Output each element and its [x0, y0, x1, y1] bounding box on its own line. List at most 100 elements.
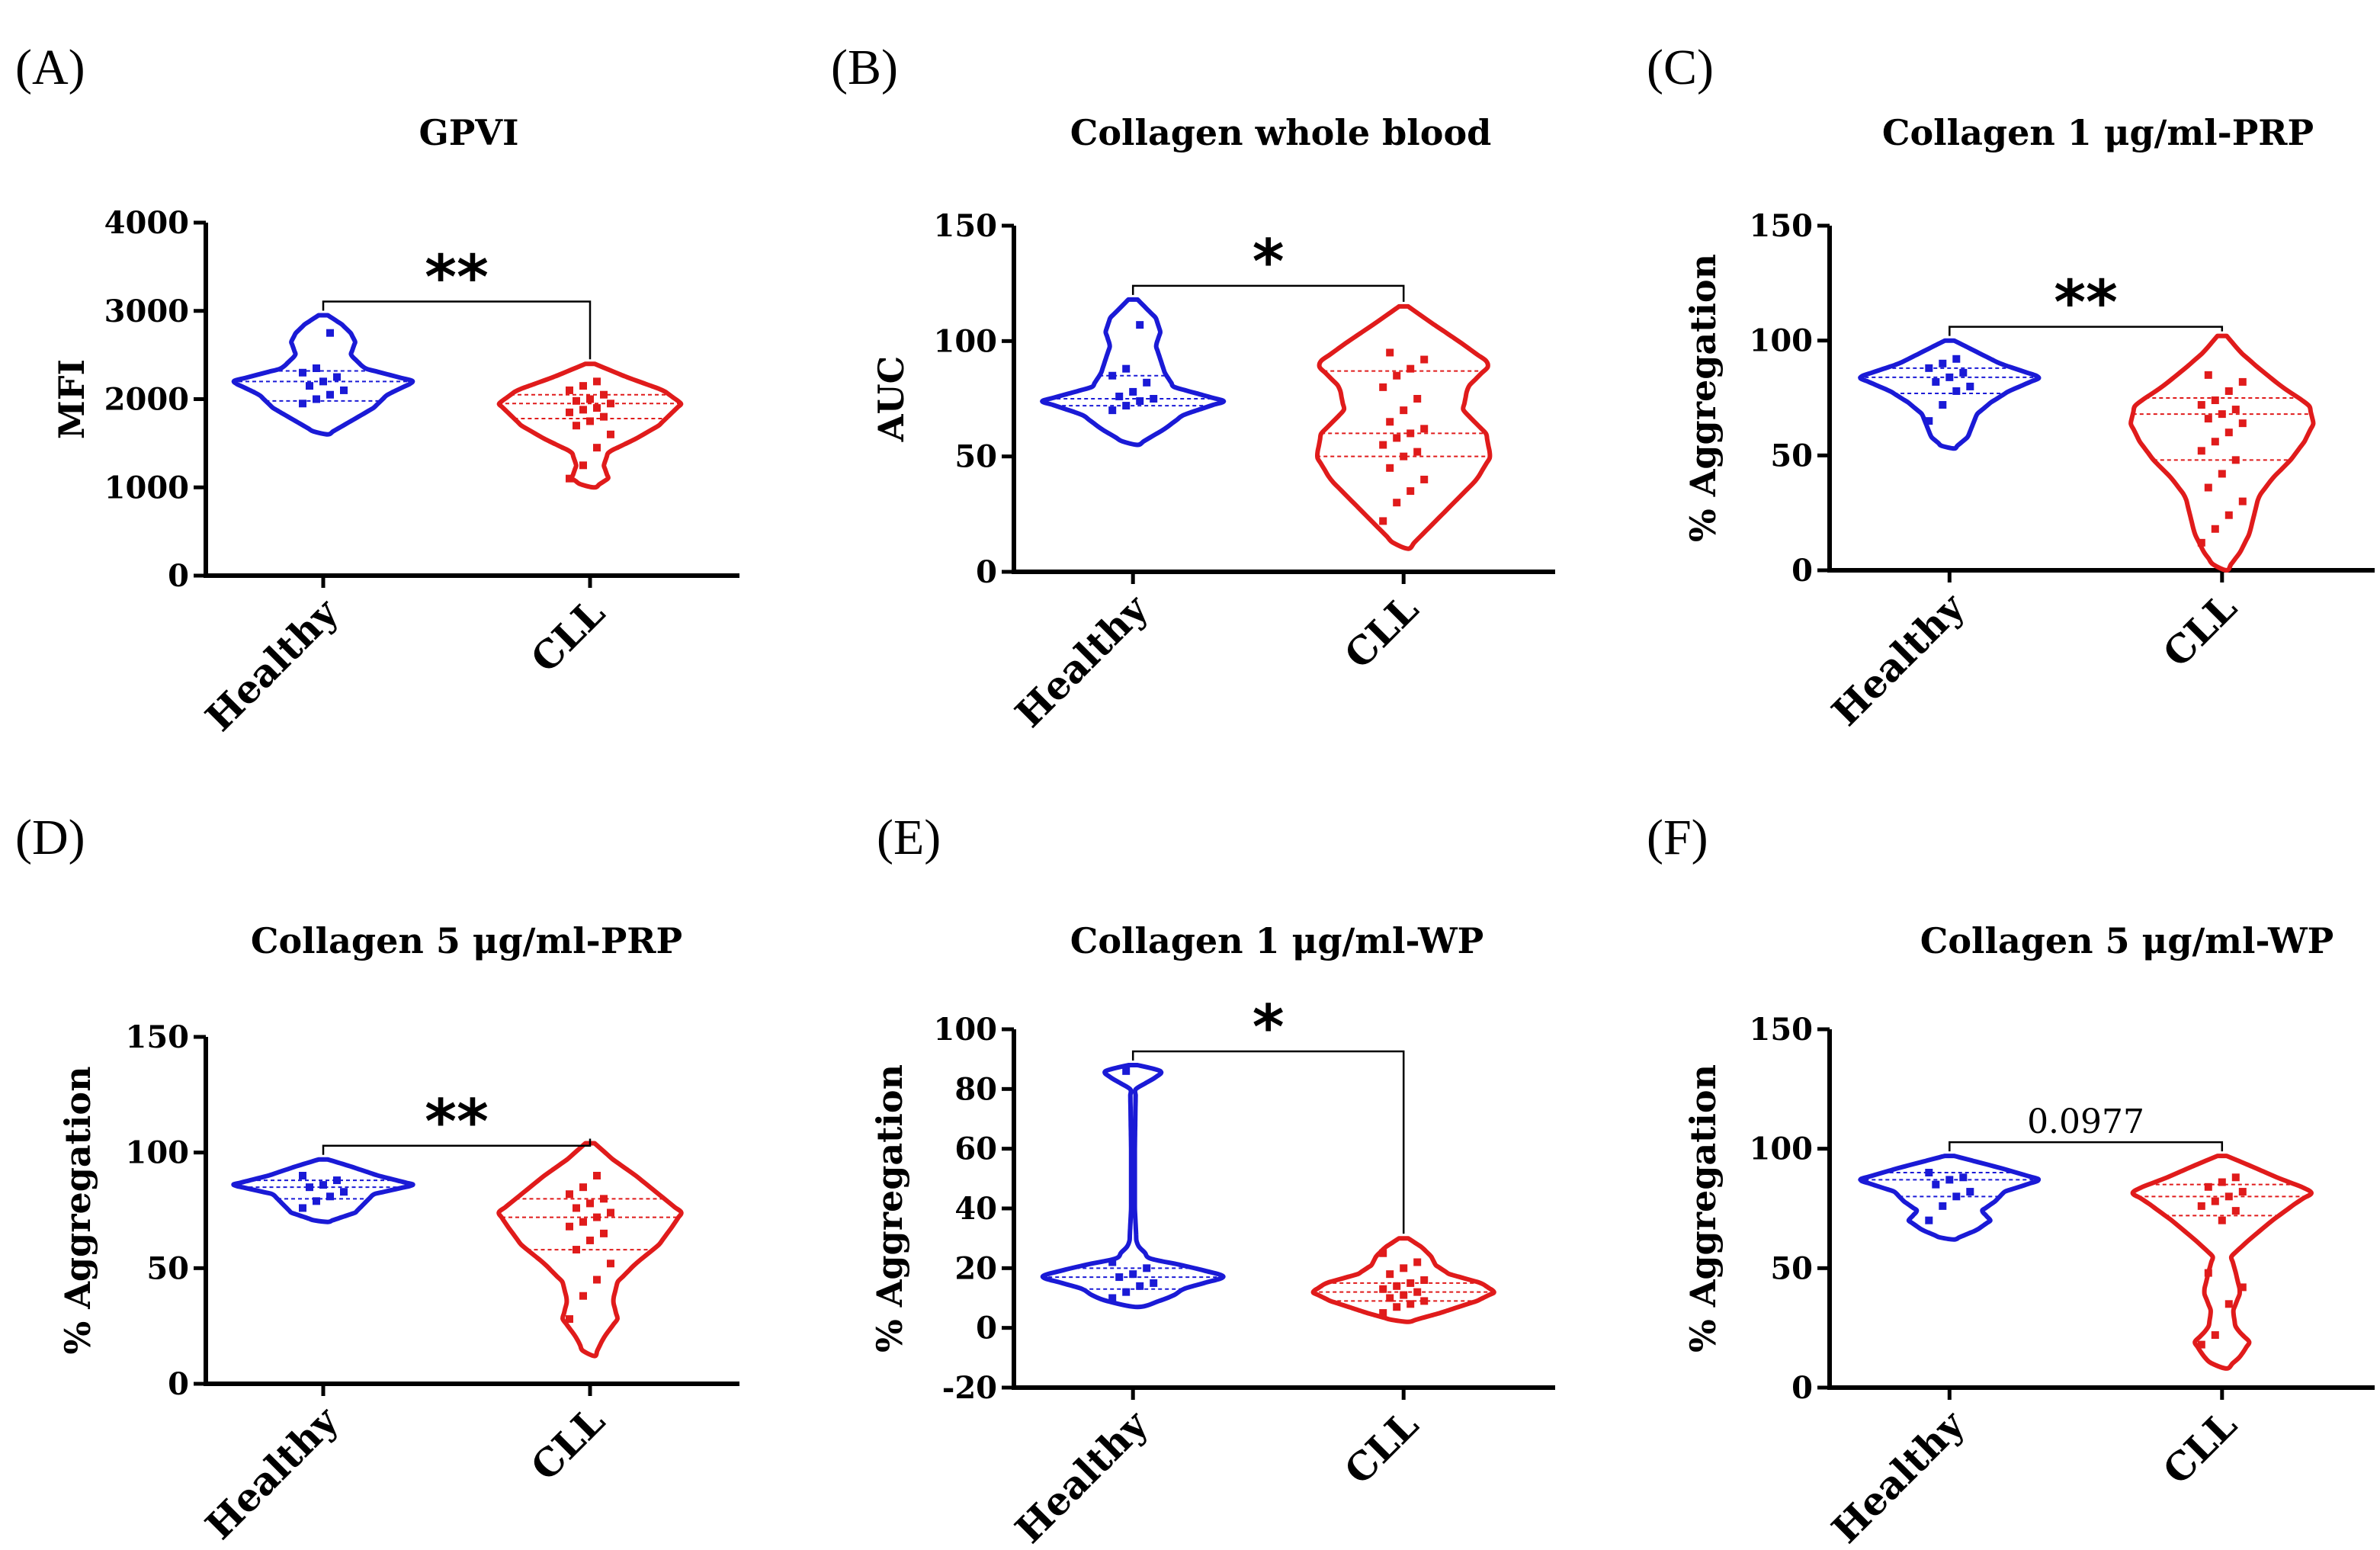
data-point	[340, 386, 348, 394]
data-point	[1143, 378, 1151, 387]
data-point	[566, 1222, 573, 1231]
panel-d: (D) Collagen 5 μg/ml-PRP 0 50 100 150 % Aggreg…	[15, 810, 739, 1548]
y-tick-label: 100	[934, 1012, 998, 1048]
data-point	[313, 364, 320, 372]
data-point	[2197, 538, 2205, 547]
data-point	[1115, 392, 1124, 400]
violin-healthy	[1040, 297, 1227, 448]
y-tick-label: 20	[954, 1250, 997, 1286]
data-point	[313, 395, 320, 403]
data-point	[1413, 1288, 1422, 1296]
significance-label: **	[425, 1086, 489, 1157]
data-point	[579, 382, 587, 390]
panel-letter: (E)	[877, 810, 941, 865]
data-point	[573, 1246, 580, 1254]
y-tick-label: 150	[934, 208, 998, 244]
y-tick-label: 100	[126, 1135, 190, 1171]
data-point	[1925, 417, 1933, 425]
data-point	[2197, 1340, 2205, 1349]
data-point	[566, 1315, 573, 1324]
data-point	[1945, 1176, 1954, 1184]
data-point	[1413, 448, 1422, 456]
violin-outline	[2128, 333, 2316, 573]
data-point	[1407, 1300, 1415, 1308]
data-point	[1939, 1202, 1947, 1210]
x-tick-label: Healthy	[197, 589, 348, 740]
data-point	[340, 1188, 348, 1196]
y-axis-label: MFI	[51, 359, 92, 439]
violin-cll	[1314, 303, 1493, 551]
y-tick-label: 50	[954, 439, 997, 475]
data-point	[1420, 1297, 1429, 1305]
data-point	[1932, 1180, 1940, 1189]
data-point	[1386, 418, 1394, 426]
data-point	[1136, 321, 1144, 329]
data-point	[1420, 355, 1429, 364]
violin-outline	[1040, 297, 1227, 448]
violin-outline	[496, 361, 684, 490]
significance-bracket: *	[1131, 226, 1405, 302]
significance-label: *	[1253, 992, 1285, 1063]
violin-cll	[2128, 333, 2316, 573]
data-point	[2218, 1178, 2226, 1186]
data-point	[1393, 1282, 1401, 1290]
bracket-line	[1131, 284, 1405, 302]
panel-letter: (A)	[15, 40, 85, 95]
y-tick-label: 0	[1791, 1370, 1813, 1406]
y-axis-label: % Aggregation	[869, 1064, 910, 1353]
data-point	[2224, 428, 2233, 437]
violin-cll	[496, 361, 684, 490]
data-point	[1379, 441, 1387, 449]
data-point	[1122, 1288, 1131, 1296]
data-point	[1945, 373, 1954, 381]
panel-a: (A) GPVI 0 1000 2000 3000 4000 MFI Healthy CLL **	[15, 40, 739, 740]
violin-outline	[1040, 1063, 1226, 1310]
violin-outline	[1314, 303, 1493, 551]
violin-cll	[496, 1141, 684, 1359]
chart-title: Collagen 5 μg/ml-WP	[1920, 920, 2334, 961]
data-point	[2211, 1197, 2219, 1205]
y-tick-label: 150	[126, 1019, 190, 1055]
data-point	[1925, 1169, 1933, 1176]
data-point	[2204, 1269, 2212, 1277]
panel-letter: (C)	[1647, 40, 1714, 95]
y-tick-label: 100	[934, 323, 998, 359]
y-tick-label: 50	[146, 1250, 189, 1286]
data-point	[2238, 1188, 2247, 1196]
y-tick-label: 3000	[104, 294, 189, 329]
data-point	[319, 377, 327, 386]
data-point	[600, 412, 608, 421]
violin-outline	[231, 313, 415, 437]
panel-letter: (F)	[1647, 810, 1708, 865]
x-tick-label: Healthy	[1823, 583, 1974, 734]
data-point	[2218, 1216, 2226, 1224]
y-tick-label: 100	[1750, 323, 1814, 359]
violin-outline	[1858, 338, 2042, 451]
y-tick-label: 40	[954, 1191, 997, 1227]
data-point	[319, 1181, 327, 1189]
y-tick-label: 2000	[104, 382, 189, 418]
x-tick-label: Healthy	[1006, 1401, 1157, 1550]
data-point	[1420, 475, 1429, 483]
data-point	[1952, 387, 1961, 395]
data-point	[2218, 410, 2226, 419]
data-point	[573, 396, 580, 405]
data-point	[2231, 1173, 2240, 1182]
data-point	[1925, 364, 1933, 372]
significance-label: 0.0977	[2027, 1102, 2144, 1141]
data-point	[593, 444, 601, 452]
data-point	[2204, 371, 2212, 379]
y-tick-label: 150	[1750, 208, 1814, 244]
data-point	[607, 1208, 614, 1217]
data-point	[1150, 1279, 1158, 1287]
data-point	[607, 400, 614, 408]
y-tick-label: 4000	[104, 205, 189, 241]
data-point	[573, 1204, 580, 1212]
data-point	[1420, 425, 1429, 433]
significance-bracket: **	[322, 242, 592, 360]
x-tick-label: Healthy	[1006, 585, 1157, 736]
data-point	[1379, 1249, 1387, 1257]
data-point	[1122, 364, 1131, 373]
y-tick-label: 0	[976, 554, 997, 590]
